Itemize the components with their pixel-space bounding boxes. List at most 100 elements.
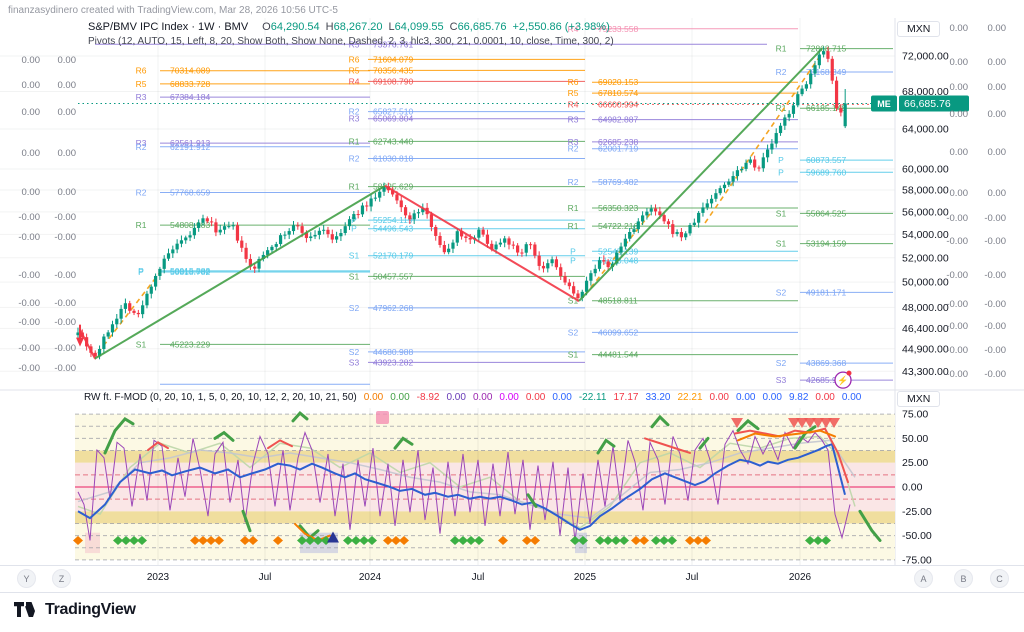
- diamond-marker-orange: [530, 535, 540, 545]
- candle-body: [804, 84, 808, 89]
- tradingview-logo[interactable]: TradingView: [14, 601, 136, 619]
- candle-body: [623, 238, 627, 247]
- low-value: 64,099.55: [394, 21, 444, 33]
- attribution-watermark: finanzasydinero created with TradingView…: [8, 5, 338, 16]
- pivot-value: 65827.510: [373, 107, 413, 117]
- axis-button-c[interactable]: C: [990, 569, 1009, 588]
- side-value: 0.00: [988, 57, 1007, 68]
- pivot-label: P: [570, 256, 576, 266]
- price-scale[interactable]: 72,000.00 68,000.00 64,000.00 60,000.00 58,0…: [871, 18, 969, 565]
- indicator-tick-label: 50.00: [902, 433, 928, 445]
- pivot-value: 66600.994: [598, 99, 638, 109]
- side-value: -0.00: [984, 321, 1006, 332]
- side-value: 0.00: [950, 109, 969, 120]
- high-value: 68,267.20: [333, 21, 383, 33]
- candle-body: [304, 232, 309, 239]
- pivot-value: 50915.583: [170, 266, 210, 276]
- pivot-value: 54722.216: [598, 221, 638, 231]
- osc-colored-segment: [147, 441, 169, 452]
- candle-body: [205, 218, 209, 222]
- axis-button-b[interactable]: B: [954, 569, 973, 588]
- pivot-value: 52170.179: [373, 251, 413, 261]
- osc-blue-line: [77, 442, 846, 531]
- osc-colored-segment: [737, 429, 836, 442]
- candle-body: [416, 212, 421, 214]
- pivot-label: R3: [568, 137, 579, 147]
- candle-body: [843, 103, 847, 127]
- pivot-label: R2: [136, 188, 147, 198]
- candle-body: [369, 198, 373, 207]
- pivot-value: 46099.652: [598, 327, 638, 337]
- osc-colored-segment: [644, 437, 691, 454]
- diamond-marker-green: [450, 535, 460, 545]
- symbol-title[interactable]: S&P/BMV IPC Index · 1W · BMV: [88, 21, 249, 33]
- pivot-indicator-settings[interactable]: Pivots (12, AUTO, 15, Left, 8, 20, Show …: [88, 36, 614, 47]
- candle-body: [615, 252, 619, 264]
- indicator-scale-currency-badge[interactable]: MXN: [897, 391, 941, 407]
- side-value: -0.00: [984, 369, 1006, 380]
- candle-body: [451, 242, 455, 249]
- pivot-value: 62561.913: [170, 138, 210, 148]
- trend-dashes: [97, 55, 821, 354]
- price-tick-label: 44,900.00: [902, 343, 949, 355]
- indicator-value: 0.00: [841, 392, 862, 403]
- side-value: -0.00: [18, 343, 40, 354]
- diamond-marker-green: [359, 535, 369, 545]
- diamond-marker-green: [313, 535, 323, 545]
- candle-body: [210, 221, 214, 223]
- pivot-value: 70356.435: [373, 65, 413, 75]
- pivot-level-labels: R6 70314.089 R5 68833.728 R3 67384.184 R3 62561…: [136, 24, 852, 389]
- price-tick-label: 46,400.00: [902, 323, 949, 335]
- oscillator-markers: [73, 411, 840, 545]
- candles: [76, 46, 847, 360]
- indicator-value: 0.00: [446, 392, 466, 403]
- triangle-down-marker: [731, 418, 743, 428]
- candle-body: [619, 246, 623, 253]
- candle-body: [692, 222, 696, 226]
- time-tick-label: Jul: [685, 572, 699, 583]
- pivot-value: 65069.804: [373, 114, 413, 124]
- flash-icon[interactable]: [834, 371, 852, 389]
- time-axis[interactable]: [0, 565, 1024, 593]
- pivot-label: R1: [776, 44, 787, 54]
- price-badge-value: 66,685.76: [904, 98, 951, 110]
- candle-body: [666, 221, 671, 225]
- candle-body: [662, 215, 666, 222]
- pivot-label: S1: [568, 350, 579, 360]
- pivot-value: 45223.229: [170, 339, 210, 349]
- candle-body: [403, 207, 408, 216]
- candle-body: [770, 143, 774, 150]
- candle-body: [774, 133, 778, 144]
- side-value: -0.00: [54, 343, 76, 354]
- osc-gray-line: [77, 439, 856, 519]
- pivot-value: 53194.159: [806, 239, 846, 249]
- axis-button-z[interactable]: Z: [52, 569, 71, 588]
- price-tick-label: 50,000.00: [902, 277, 949, 289]
- price-tick-label: 43,300.00: [902, 366, 949, 378]
- indicator-value: 0.00: [472, 392, 493, 403]
- axis-button-y[interactable]: Y: [17, 569, 36, 588]
- price-scale-currency-badge[interactable]: MXN: [897, 21, 941, 37]
- diamond-marker-green: [297, 535, 307, 545]
- pivot-value: 68833.728: [170, 79, 210, 89]
- price-tick-label: 60,000.00: [902, 164, 949, 176]
- diamond-marker-green: [603, 535, 613, 545]
- diamond-marker-green: [343, 535, 353, 545]
- candle-body: [343, 226, 347, 234]
- indicator-scale[interactable]: 75.00 50.00 25.00 0.00 -25.00 -50.00 -75.00: [902, 409, 932, 567]
- indicator-legend: RW ft. F-MOD (0, 20, 10, 1, 5, 0, 20, 10…: [84, 392, 868, 403]
- indicator-tick-label: 75.00: [902, 409, 928, 421]
- candle-body: [576, 293, 580, 299]
- candle-body: [434, 226, 438, 236]
- sell-arrow-icon: [76, 337, 84, 347]
- osc-colored-segment: [734, 427, 849, 484]
- axis-button-a[interactable]: A: [914, 569, 933, 588]
- candle-body: [459, 231, 464, 237]
- flash-glyph: ⚡: [837, 375, 848, 387]
- candle-body: [442, 244, 446, 253]
- pivot-label: P: [570, 246, 576, 256]
- trend-dash-line: [97, 271, 161, 354]
- indicator-title[interactable]: RW ft. F-MOD (0, 20, 10, 1, 5, 0, 20, 10…: [84, 392, 357, 403]
- candle-body: [748, 159, 752, 163]
